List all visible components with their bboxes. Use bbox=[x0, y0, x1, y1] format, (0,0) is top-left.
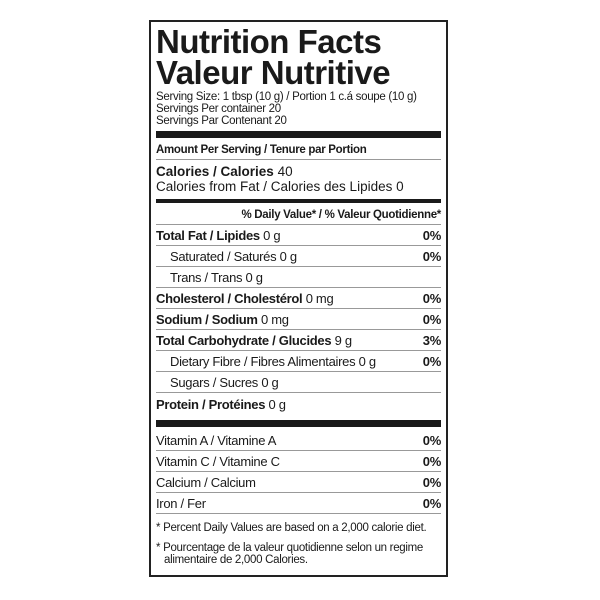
nutrient-row: Protein / Protéines 0 g bbox=[156, 393, 441, 416]
divider bbox=[156, 159, 441, 160]
divider bbox=[156, 450, 441, 451]
nutrient-label: Dietary Fibre / Fibres Alimentaires bbox=[170, 353, 356, 369]
vitamin-label: Vitamin C / Vitamine C bbox=[156, 453, 280, 469]
nutrient-amount: 0 g bbox=[268, 397, 286, 412]
divider bbox=[156, 266, 441, 267]
amount-header: Amount Per Serving / Tenure par Portion bbox=[156, 144, 367, 156]
divider bbox=[156, 287, 441, 288]
nutrient-label: Trans / Trans bbox=[170, 269, 243, 285]
title-en: Nutrition Facts bbox=[156, 23, 382, 60]
nutrient-row: Total Fat / Lipides 0 g 0% bbox=[156, 225, 441, 245]
nutrient-row: Sugars / Sucres 0 g bbox=[156, 372, 441, 392]
nutrient-amount: 0 g bbox=[263, 227, 281, 243]
divider bbox=[156, 224, 441, 225]
servings-fr: Servings Par Contenant 20 bbox=[156, 115, 287, 127]
calories-fat: Calories from Fat / Calories des Lipides… bbox=[156, 179, 404, 194]
divider bbox=[156, 492, 441, 493]
nutrient-row: Trans / Trans 0 g bbox=[156, 267, 441, 287]
nutrient-label: Total Carbohydrate / Glucides bbox=[156, 332, 332, 348]
vitamin-pct: 0% bbox=[422, 453, 442, 469]
divider bbox=[156, 329, 441, 330]
nutrient-row: Saturated / Saturés 0 g 0% bbox=[156, 246, 441, 266]
divider bbox=[156, 199, 441, 203]
divider bbox=[156, 513, 441, 514]
dv-header: % Daily Value* / % Valeur Quotidienne* bbox=[241, 209, 441, 221]
nutrient-amount: 0 g bbox=[245, 269, 263, 285]
nutrient-pct: 3% bbox=[422, 332, 442, 348]
divider bbox=[156, 420, 441, 427]
nutrient-row: Dietary Fibre / Fibres Alimentaires 0 g 0… bbox=[156, 351, 441, 371]
vitamin-row: Calcium / Calcium 0% bbox=[156, 472, 441, 492]
nutrient-label: Sodium / Sodium bbox=[156, 311, 258, 327]
nutrient-label: Sugars / Sucres bbox=[170, 374, 258, 390]
vitamin-row: Vitamin A / Vitamine A 0% bbox=[156, 430, 441, 450]
vitamin-pct: 0% bbox=[422, 495, 442, 511]
vitamin-pct: 0% bbox=[422, 432, 442, 448]
nutrient-amount: 0 mg bbox=[305, 290, 334, 306]
nutrient-pct: 0% bbox=[422, 248, 442, 264]
divider bbox=[156, 471, 441, 472]
calories-value: 40 bbox=[277, 164, 293, 179]
nutrient-amount: 0 g bbox=[279, 248, 297, 264]
servings-en: Servings Per container 20 bbox=[156, 103, 281, 115]
nutrient-label: Total Fat / Lipides bbox=[156, 227, 260, 243]
nutrient-amount: 0 g bbox=[358, 353, 376, 369]
nutrient-pct: 0% bbox=[422, 290, 442, 306]
nutrient-label: Protein / Protéines bbox=[156, 397, 266, 412]
divider bbox=[156, 308, 441, 309]
nutrient-label: Cholesterol / Cholestérol bbox=[156, 290, 303, 306]
nutrient-pct: 0% bbox=[422, 311, 442, 327]
footnote-en: * Percent Daily Values are based on a 2,… bbox=[156, 522, 427, 534]
nutrient-amount: 9 g bbox=[334, 332, 352, 348]
calories: Calories / Calories 40 Calories from Fat… bbox=[156, 160, 441, 196]
divider bbox=[156, 392, 441, 393]
vitamin-label: Calcium / Calcium bbox=[156, 474, 256, 490]
nutrient-amount: 0 g bbox=[261, 374, 279, 390]
divider bbox=[156, 371, 441, 372]
nutrient-row: Cholesterol / Cholestérol 0 mg 0% bbox=[156, 288, 441, 308]
vitamin-row: Vitamin C / Vitamine C 0% bbox=[156, 451, 441, 471]
title-fr: Valeur Nutritive bbox=[156, 54, 391, 91]
divider bbox=[156, 350, 441, 351]
serving-size: Serving Size: 1 tbsp (10 g) / Portion 1 … bbox=[156, 91, 417, 103]
calories-label: Calories / Calories bbox=[156, 164, 274, 179]
vitamin-label: Vitamin A / Vitamine A bbox=[156, 432, 277, 448]
vitamin-pct: 0% bbox=[422, 474, 442, 490]
vitamin-row: Iron / Fer 0% bbox=[156, 493, 441, 513]
nutrient-pct: 0% bbox=[422, 227, 442, 243]
divider bbox=[156, 131, 441, 138]
footnote-fr: * Pourcentage de la valeur quotidienne s… bbox=[156, 542, 424, 566]
nutrition-facts-label: Nutrition Facts Valeur Nutritive Serving… bbox=[149, 20, 448, 577]
nutrient-amount: 0 mg bbox=[260, 311, 289, 327]
nutrient-pct: 0% bbox=[422, 353, 442, 369]
vitamin-label: Iron / Fer bbox=[156, 495, 206, 511]
nutrient-row: Total Carbohydrate / Glucides 9 g 3% bbox=[156, 330, 441, 350]
nutrient-label: Saturated / Saturés bbox=[170, 248, 277, 264]
nutrient-row: Sodium / Sodium 0 mg 0% bbox=[156, 309, 441, 329]
divider bbox=[156, 245, 441, 246]
